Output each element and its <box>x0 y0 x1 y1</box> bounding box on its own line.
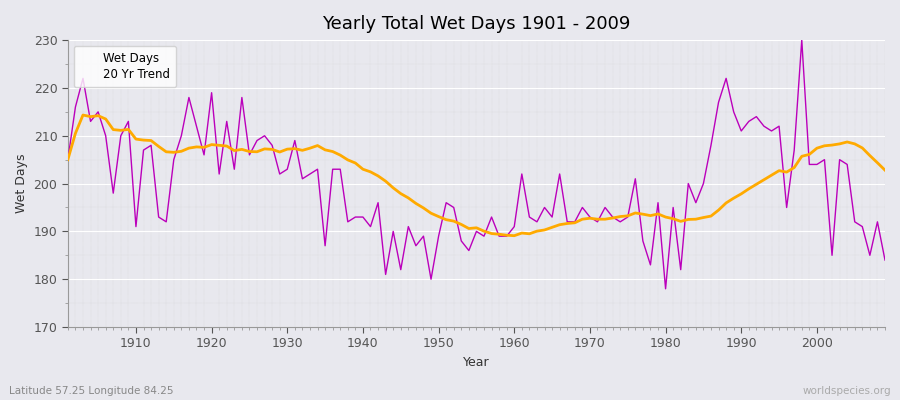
20 Yr Trend <box>62 157 73 162</box>
20 Yr Trend <box>130 137 141 142</box>
X-axis label: Year: Year <box>464 356 490 369</box>
20 Yr Trend <box>615 214 626 219</box>
20 Yr Trend <box>297 148 308 153</box>
Wet Days <box>123 119 134 124</box>
20 Yr Trend <box>508 233 519 238</box>
Wet Days <box>501 234 512 238</box>
Text: worldspecies.org: worldspecies.org <box>803 386 891 396</box>
Legend: Wet Days, 20 Yr Trend: Wet Days, 20 Yr Trend <box>74 46 176 87</box>
Wet Days <box>796 38 807 42</box>
Wet Days <box>290 138 301 143</box>
Wet Days <box>508 224 519 229</box>
Text: Latitude 57.25 Longitude 84.25: Latitude 57.25 Longitude 84.25 <box>9 386 174 396</box>
Wet Days <box>599 205 610 210</box>
20 Yr Trend <box>77 113 88 118</box>
20 Yr Trend <box>879 168 890 172</box>
Wet Days <box>62 157 73 162</box>
Line: 20 Yr Trend: 20 Yr Trend <box>68 115 885 236</box>
20 Yr Trend <box>524 231 535 236</box>
Line: Wet Days: Wet Days <box>68 40 885 289</box>
20 Yr Trend <box>342 158 353 162</box>
Title: Yearly Total Wet Days 1901 - 2009: Yearly Total Wet Days 1901 - 2009 <box>322 15 631 33</box>
Wet Days <box>661 286 671 291</box>
Y-axis label: Wet Days: Wet Days <box>15 154 28 213</box>
Wet Days <box>335 167 346 172</box>
20 Yr Trend <box>517 231 527 236</box>
Wet Days <box>879 258 890 262</box>
